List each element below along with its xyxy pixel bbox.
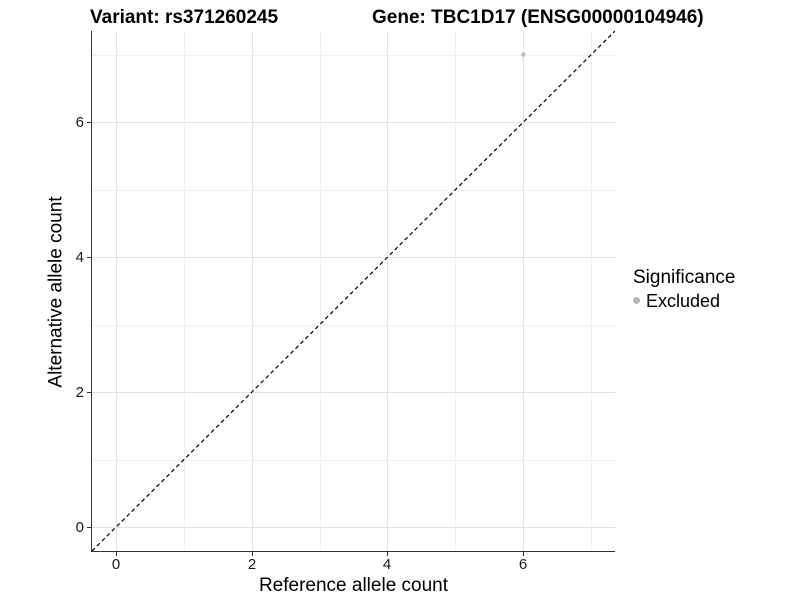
legend-entry-label: Excluded [646,290,721,311]
gridline-x-3 [320,31,321,551]
legend: Significance Excluded [628,267,735,310]
gridline-y-5 [92,190,615,191]
gridline-y-2 [92,392,615,393]
legend-entry-excluded: Excluded [628,292,735,310]
y-axis-label: Alternative allele count [45,196,67,388]
gridline-x-2 [252,31,253,551]
gene-title: Gene: TBC1D17 (ENSG00000104946) [372,7,704,28]
legend-entries: Excluded [628,292,735,310]
gridline-y-1 [92,460,615,461]
y-tick-mark-4 [87,257,91,258]
y-tick-label-0: 0 [75,519,84,536]
gridline-y-4 [92,257,615,258]
variant-title: Variant: rs371260245 [90,7,279,28]
x-tick-mark-0 [116,552,117,556]
gridline-y-7 [92,55,615,56]
gridline-y-6 [92,122,615,123]
gridline-y-3 [92,325,615,326]
y-tick-label-2: 2 [75,384,84,401]
plot-panel [91,31,615,552]
gridline-x-6 [523,31,524,551]
y-tick-label-4: 4 [75,249,84,266]
gridline-x-5 [455,31,456,551]
gridline-x-4 [387,31,388,551]
x-tick-mark-2 [252,552,253,556]
x-axis-label: Reference allele count [258,575,449,596]
gridline-x-0 [116,31,117,551]
y-tick-mark-6 [87,122,91,123]
gridline-x-7 [591,31,592,551]
gridline-y-0 [92,527,615,528]
x-tick-label-4: 4 [382,556,392,573]
x-tick-mark-6 [523,552,524,556]
y-tick-mark-2 [87,392,91,393]
legend-dot-icon [633,297,640,305]
y-tick-label-6: 6 [75,114,84,131]
x-tick-label-2: 2 [247,556,257,573]
plot-overlay [92,31,615,551]
identity-reference-line [92,31,615,551]
data-point-excluded [521,52,526,57]
legend-title: Significance [633,267,736,288]
x-tick-label-6: 6 [518,556,528,573]
gridline-x-1 [184,31,185,551]
y-tick-mark-0 [87,527,91,528]
x-tick-mark-4 [387,552,388,556]
x-tick-label-0: 0 [111,556,121,573]
